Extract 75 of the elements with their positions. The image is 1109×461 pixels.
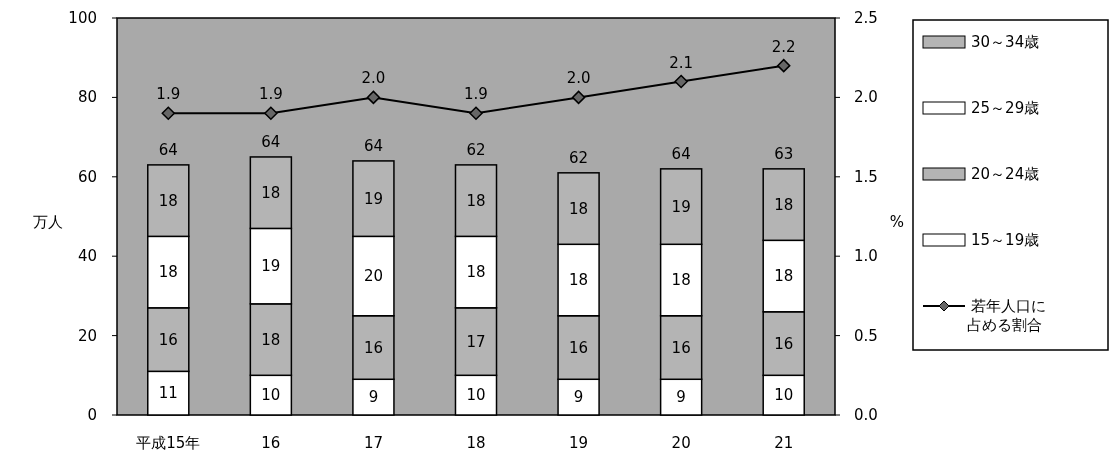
total-label: 64 <box>261 132 281 151</box>
point <box>571 90 586 105</box>
y2-axis-title: % <box>889 213 905 231</box>
total-label: 64 <box>158 140 178 159</box>
y-axis-title: 万人 <box>33 213 63 231</box>
data-label: 18 <box>261 330 281 349</box>
y-tick-label: 80 <box>77 88 97 107</box>
data-label: 10 <box>261 386 281 405</box>
total-label: 62 <box>569 148 589 167</box>
data-label: 1.9 <box>464 85 488 104</box>
legend-label: 25～29歳 <box>971 99 1040 117</box>
data-label: 18 <box>774 267 794 286</box>
total-label: 62 <box>466 140 486 159</box>
total-label: 63 <box>774 144 794 163</box>
y-tick-label: 100 <box>68 9 97 27</box>
data-label: 18 <box>158 263 178 282</box>
x-tick-label: 18 <box>466 434 486 452</box>
data-label: 1.9 <box>156 85 181 104</box>
data-label: 1.9 <box>258 85 283 104</box>
data-label: 11 <box>158 384 178 403</box>
y2-tick-label: 1.5 <box>854 167 878 186</box>
data-label: 2.1 <box>669 53 694 72</box>
point <box>161 106 176 121</box>
y2-tick-label: 2.5 <box>854 9 878 27</box>
total-label: 64 <box>671 144 691 163</box>
data-label: 16 <box>363 338 383 357</box>
data-label: 16 <box>671 338 691 357</box>
data-label: 20 <box>363 267 383 286</box>
data-label: 19 <box>363 189 383 208</box>
data-label: 2.0 <box>566 69 591 88</box>
point <box>469 106 483 121</box>
data-label: 9 <box>573 388 584 407</box>
point <box>776 58 791 73</box>
x-tick-label: 16 <box>261 434 281 452</box>
legend-label: 20～24歳 <box>971 165 1040 183</box>
data-label: 18 <box>774 195 794 214</box>
data-label: 18 <box>671 271 691 290</box>
data-label: 16 <box>569 338 589 357</box>
point <box>264 106 278 121</box>
data-label: 9 <box>368 388 379 407</box>
y2-tick-label: 0.0 <box>854 406 878 424</box>
total-label: 64 <box>363 136 383 155</box>
data-label: 18 <box>466 263 486 282</box>
y-tick-label: 40 <box>77 247 97 266</box>
data-label: 2.2 <box>771 37 796 56</box>
y-tick-label: 20 <box>77 326 97 345</box>
data-label: 9 <box>676 388 686 407</box>
data-label: 19 <box>261 257 281 276</box>
x-tick-label: 17 <box>363 434 383 452</box>
data-label: 10 <box>466 386 486 405</box>
legend-label: 15～19歳 <box>971 231 1040 249</box>
y2-tick-label: 1.0 <box>854 247 878 266</box>
data-label: 18 <box>569 199 589 218</box>
x-tick-label: 19 <box>569 434 589 452</box>
y2-tick-label: 0.5 <box>854 326 878 345</box>
x-tick-label: 21 <box>774 434 794 452</box>
data-label: 18 <box>569 271 589 290</box>
y-tick-label: 0 <box>87 406 97 424</box>
data-label: 18 <box>466 191 486 210</box>
data-label: 18 <box>261 183 281 202</box>
data-label: 16 <box>774 334 794 353</box>
legend-label: 30～34歳 <box>971 33 1040 51</box>
y-tick-label: 60 <box>77 167 97 186</box>
x-tick-label: 平成15年 <box>136 434 201 452</box>
data-label: 18 <box>158 191 178 210</box>
data-label: 16 <box>158 330 178 349</box>
data-label: 17 <box>466 332 486 351</box>
point <box>674 74 688 89</box>
x-tick-label: 20 <box>671 434 691 452</box>
legend-label: 若年人口に占める割合 <box>967 297 1046 334</box>
y2-tick-label: 2.0 <box>854 88 878 107</box>
data-label: 2.0 <box>361 69 386 88</box>
data-label: 10 <box>774 386 794 405</box>
data-label: 19 <box>671 197 691 216</box>
point <box>366 90 381 105</box>
